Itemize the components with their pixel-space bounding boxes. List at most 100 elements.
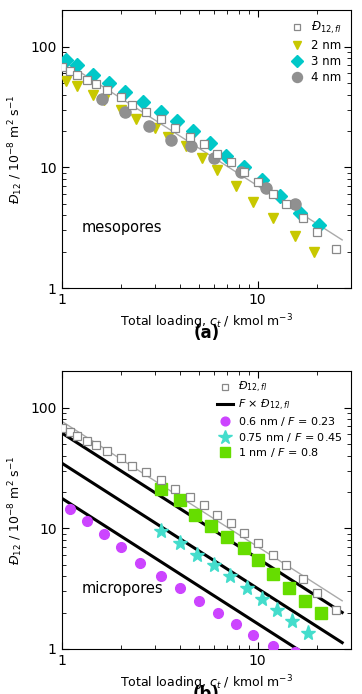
2 nm	[200, 153, 204, 162]
2 nm	[134, 115, 138, 124]
$\mathit{Đ}_{12,fl}$	[215, 510, 219, 518]
3 nm	[316, 221, 321, 230]
3 nm	[91, 71, 95, 79]
Line: 0.6 nm / $\mathit{F}$ = 0.23: 0.6 nm / $\mathit{F}$ = 0.23	[65, 504, 317, 662]
4 nm	[189, 142, 194, 151]
4 nm	[212, 153, 216, 162]
$\mathit{Đ}_{12,fl}$	[300, 575, 305, 583]
Line: 4 nm: 4 nm	[96, 93, 300, 209]
4 nm	[168, 135, 173, 144]
$\mathit{Đ}_{12,fl}$	[75, 71, 79, 79]
2 nm	[102, 96, 106, 104]
$\mathit{Đ}_{12,fl}$	[188, 493, 192, 502]
$\mathit{Đ}_{12,fl}$	[59, 423, 64, 432]
2 nm	[251, 198, 256, 206]
2 nm	[234, 182, 239, 190]
Y-axis label: $\itĐ$$_{12}$ / 10$^{-8}$ m$^2$ s$^{-1}$: $\itĐ$$_{12}$ / 10$^{-8}$ m$^2$ s$^{-1}$	[6, 455, 25, 565]
0.6 nm / $\mathit{F}$ = 0.23	[159, 572, 163, 580]
3 nm	[207, 139, 212, 147]
Line: 0.75 nm / $\mathit{F}$ = 0.45: 0.75 nm / $\mathit{F}$ = 0.45	[153, 523, 315, 641]
$\mathit{Đ}_{12,fl}$	[333, 606, 338, 614]
1 nm / $\mathit{F}$ = 0.8	[319, 609, 323, 617]
$\mathit{Đ}_{12,fl}$	[85, 437, 89, 445]
$\mathit{Đ}_{12,fl}$	[105, 446, 109, 455]
1 nm / $\mathit{F}$ = 0.8	[177, 496, 182, 505]
0.6 nm / $\mathit{F}$ = 0.23	[102, 530, 106, 538]
1 nm / $\mathit{F}$ = 0.8	[193, 510, 197, 518]
3 nm	[175, 117, 180, 126]
3 nm	[123, 88, 127, 96]
$\mathit{Đ}_{12,fl}$	[241, 167, 246, 176]
2 nm	[118, 105, 123, 114]
Text: micropores: micropores	[82, 582, 163, 596]
$\mathit{Đ}_{12,fl}$	[188, 133, 192, 141]
2 nm	[153, 124, 157, 133]
$\mathit{Đ}_{12,fl}$	[256, 178, 260, 187]
3 nm	[63, 56, 68, 64]
$\mathit{Đ}_{12,fl}$	[130, 101, 135, 109]
$\mathit{Đ}_{12,fl}$	[229, 158, 233, 167]
0.6 nm / $\mathit{F}$ = 0.23	[271, 642, 275, 650]
$\mathit{Đ}_{12,fl}$	[59, 62, 64, 71]
$\mathit{Đ}_{12,fl}$	[173, 124, 177, 133]
0.6 nm / $\mathit{F}$ = 0.23	[138, 559, 142, 567]
Y-axis label: $\itĐ$$_{12}$ / 10$^{-8}$ m$^2$ s$^{-1}$: $\itĐ$$_{12}$ / 10$^{-8}$ m$^2$ s$^{-1}$	[6, 94, 25, 204]
$\mathit{Đ}_{12,fl}$	[144, 468, 148, 477]
3 nm	[298, 209, 302, 217]
3 nm	[260, 176, 264, 185]
$\mathit{Đ}_{12,fl}$	[94, 80, 98, 88]
3 nm	[159, 108, 163, 116]
Text: (a): (a)	[193, 324, 219, 342]
4 nm	[147, 122, 151, 130]
1 nm / $\mathit{F}$ = 0.8	[271, 570, 275, 578]
1 nm / $\mathit{F}$ = 0.8	[209, 521, 213, 530]
3 nm	[107, 79, 111, 87]
2 nm	[166, 133, 171, 141]
$\mathit{Đ}_{12,fl}$	[67, 67, 72, 75]
0.75 nm / $\mathit{F}$ = 0.45	[195, 551, 199, 559]
$\mathit{Đ}_{12,fl}$	[118, 454, 123, 462]
3 nm	[278, 192, 282, 200]
2 nm	[271, 214, 275, 222]
0.6 nm / $\mathit{F}$ = 0.23	[67, 505, 72, 513]
2 nm	[63, 77, 68, 85]
2 nm	[312, 248, 317, 256]
0.6 nm / $\mathit{F}$ = 0.23	[293, 648, 297, 656]
Legend: $\mathit{Đ}_{12,fl}$, $F$ × $\mathit{Đ}_{12,fl}$, 0.6 nm / $\mathit{F}$ = 0.23, : $\mathit{Đ}_{12,fl}$, $F$ × $\mathit{Đ}_…	[213, 377, 346, 462]
0.6 nm / $\mathit{F}$ = 0.23	[118, 543, 123, 551]
Text: (b): (b)	[193, 685, 220, 694]
Line: 3 nm: 3 nm	[61, 55, 324, 230]
3 nm	[75, 61, 79, 69]
2 nm	[91, 91, 95, 99]
$\mathit{Đ}_{12,fl}$	[144, 108, 148, 116]
4 nm	[123, 108, 127, 116]
Line: $\mathit{Đ}_{12,fl}$: $\mathit{Đ}_{12,fl}$	[58, 63, 340, 253]
1 nm / $\mathit{F}$ = 0.8	[256, 555, 260, 564]
$\mathit{Đ}_{12,fl}$	[105, 85, 109, 94]
0.75 nm / $\mathit{F}$ = 0.45	[177, 539, 182, 548]
0.6 nm / $\mathit{F}$ = 0.23	[310, 653, 315, 661]
0.6 nm / $\mathit{F}$ = 0.23	[177, 584, 182, 592]
3 nm	[191, 127, 195, 135]
0.75 nm / $\mathit{F}$ = 0.45	[227, 572, 232, 580]
X-axis label: Total loading, $c_t$ / kmol m$^{-3}$: Total loading, $c_t$ / kmol m$^{-3}$	[120, 673, 293, 693]
0.75 nm / $\mathit{F}$ = 0.45	[290, 617, 294, 625]
4 nm	[100, 94, 104, 103]
0.75 nm / $\mathit{F}$ = 0.45	[245, 584, 249, 592]
0.6 nm / $\mathit{F}$ = 0.23	[234, 620, 239, 629]
$\mathit{Đ}_{12,fl}$	[241, 528, 246, 536]
$\mathit{Đ}_{12,fl}$	[118, 93, 123, 101]
$\mathit{Đ}_{12,fl}$	[201, 140, 206, 149]
3 nm	[141, 98, 145, 106]
$\mathit{Đ}_{12,fl}$	[315, 228, 319, 237]
1 nm / $\mathit{F}$ = 0.8	[303, 597, 307, 605]
$\mathit{Đ}_{12,fl}$	[284, 199, 289, 208]
$\mathit{Đ}_{12,fl}$	[333, 245, 338, 253]
2 nm	[75, 82, 79, 90]
0.75 nm / $\mathit{F}$ = 0.45	[306, 629, 310, 637]
4 nm	[264, 183, 268, 192]
$\mathit{Đ}_{12,fl}$	[159, 476, 163, 484]
Legend: $\mathit{Đ}_{12,fl}$, 2 nm, 3 nm, 4 nm: $\mathit{Đ}_{12,fl}$, 2 nm, 3 nm, 4 nm	[285, 17, 345, 87]
2 nm	[293, 232, 297, 240]
$\mathit{Đ}_{12,fl}$	[75, 432, 79, 440]
